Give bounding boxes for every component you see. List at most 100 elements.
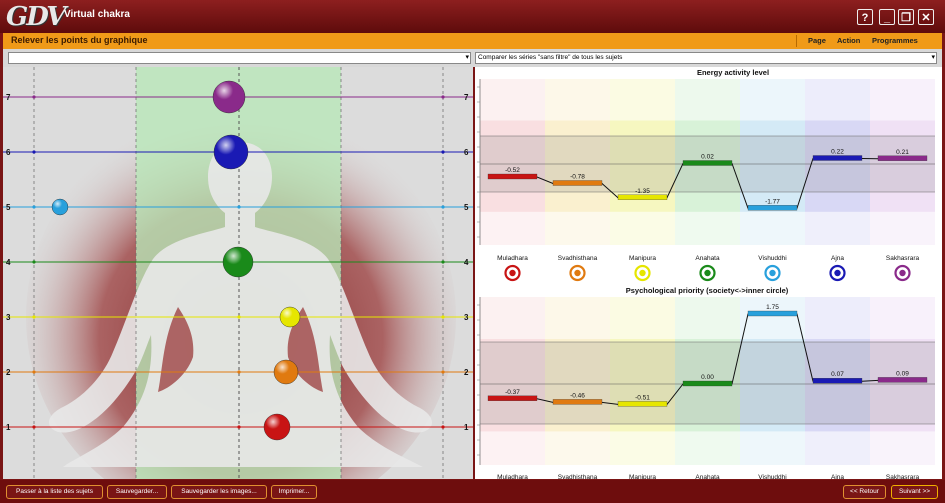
step-bar-manipura: [617, 194, 668, 200]
step-bar-anahata: [682, 160, 733, 166]
band-fade-top: [610, 297, 675, 339]
step-bar-ajna: [812, 155, 863, 161]
value-label: -0.37: [505, 389, 520, 396]
chakra-name-label: Anahata: [695, 474, 720, 479]
sphere-highlight: [52, 199, 68, 215]
go-to-subject-list-button[interactable]: Passer à la liste des sujets: [6, 485, 103, 499]
level-marker: [32, 150, 36, 154]
level-label-right-3: 3: [464, 313, 469, 322]
chakra-symbol-core: [834, 269, 841, 277]
chakra-name-label: Vishuddhi: [758, 474, 786, 479]
level-marker: [237, 315, 241, 319]
sphere-highlight: [280, 307, 300, 327]
value-label: 0.00: [701, 374, 714, 381]
sphere-highlight: [223, 247, 253, 277]
left-select[interactable]: ▾: [8, 52, 471, 64]
band-fade-bottom: [740, 431, 805, 465]
chakra-name-label: Ajna: [831, 255, 844, 262]
band-fade-top: [675, 297, 740, 339]
page-title: Relever les points du graphique: [11, 35, 148, 45]
chakra-body-panel[interactable]: 1 1 2 2 3 3 4 4 5 5 6 6 7 7: [3, 67, 473, 479]
help-button[interactable]: ?: [857, 9, 873, 25]
chakra-spheres: [51, 80, 301, 441]
band-fade-bottom: [545, 431, 610, 465]
restore-button[interactable]: ❐: [898, 9, 914, 25]
chakra-name-label: Vishuddhi: [758, 255, 786, 262]
chakra-symbol-core: [574, 269, 581, 277]
band-fade-top: [480, 79, 545, 121]
value-label: -1.35: [635, 188, 650, 195]
level-label-right-6: 6: [464, 148, 469, 157]
energy-chart-title: Energy activity level: [697, 68, 769, 77]
band-fade-top: [870, 297, 935, 339]
chakra-name-label: Anahata: [695, 255, 720, 262]
level-marker: [441, 205, 445, 209]
level-marker: [32, 315, 36, 319]
level-label-right-2: 2: [464, 368, 469, 377]
level-marker: [32, 425, 36, 429]
minimize-button[interactable]: _: [879, 9, 895, 25]
compare-series-select[interactable]: Comparer les séries "sans filtre" de tou…: [475, 52, 937, 64]
step-bar-sakhasrara: [877, 155, 928, 161]
bottom-bar: Passer à la liste des sujets Sauvegarder…: [0, 480, 945, 503]
level-label-left-2: 2: [6, 368, 11, 377]
menu-page[interactable]: Page: [808, 36, 826, 45]
gdv-logo: GDV: [6, 2, 66, 32]
save-button[interactable]: Sauvegarder...: [107, 485, 167, 499]
menu-separator: [796, 35, 797, 47]
step-bar-svadhisthana: [552, 399, 603, 405]
level-marker: [32, 95, 36, 99]
next-button[interactable]: Suivant >>: [891, 485, 938, 499]
sphere-highlight: [274, 360, 298, 384]
level-marker: [32, 370, 36, 374]
chakra-symbol-core: [704, 269, 711, 277]
chakra-name-label: Sakhasrara: [886, 474, 920, 479]
menu-programmes[interactable]: Programmes: [872, 36, 918, 45]
level-label-right-1: 1: [464, 423, 469, 432]
step-bar-vishuddhi: [747, 205, 798, 211]
band-fade-bottom: [480, 431, 545, 465]
band-fade-bottom: [870, 431, 935, 465]
band-fade-top: [870, 79, 935, 121]
header-bar: Relever les points du graphique Page Act…: [3, 33, 942, 49]
level-marker: [237, 370, 241, 374]
value-label: 0.09: [896, 370, 909, 377]
title-bar: GDV Virtual chakra ? _ ❐ ✕: [0, 0, 945, 33]
level-marker: [32, 205, 36, 209]
sphere-highlight: [214, 135, 248, 169]
level-marker: [441, 260, 445, 264]
value-label: -0.52: [505, 167, 520, 174]
level-label-left-3: 3: [6, 313, 11, 322]
print-button[interactable]: Imprimer...: [271, 485, 317, 499]
chakra-name-label: Muladhara: [497, 474, 528, 479]
level-label-left-5: 5: [6, 203, 11, 212]
level-marker: [441, 315, 445, 319]
band-fade-top: [545, 297, 610, 339]
band-fade-top: [740, 297, 805, 339]
step-bar-muladhara: [487, 395, 538, 401]
step-bar-manipura: [617, 401, 668, 407]
step-bar-vishuddhi: [747, 310, 798, 317]
chakra-symbol-core: [639, 269, 646, 277]
band-fade-bottom: [675, 211, 740, 245]
step-bar-svadhisthana: [552, 180, 603, 186]
chakra-symbol-core: [769, 269, 776, 277]
chakra-symbol-core: [509, 269, 516, 277]
level-marker: [32, 260, 36, 264]
level-marker: [237, 425, 241, 429]
chakra-name-label: Svadhisthana: [558, 255, 598, 262]
value-label: 0.02: [701, 154, 714, 161]
band-fade-bottom: [805, 431, 870, 465]
level-marker: [441, 370, 445, 374]
level-label-right-7: 7: [464, 93, 469, 102]
close-button[interactable]: ✕: [918, 9, 934, 25]
save-images-button[interactable]: Sauvegarder les images...: [171, 485, 267, 499]
priority-chart-title: Psychological priority (society<->inner …: [626, 286, 789, 295]
back-button[interactable]: << Retour: [843, 485, 886, 499]
chakra-name-label: Svadhisthana: [558, 474, 598, 479]
value-label: -0.46: [570, 392, 585, 399]
level-label-left-4: 4: [6, 258, 11, 267]
chakra-name-label: Ajna: [831, 474, 844, 479]
menu-action[interactable]: Action: [837, 36, 861, 45]
energy-chart: -0.52 Muladhara -0.78 Svadhisthana -1.35 Mani…: [477, 79, 935, 282]
